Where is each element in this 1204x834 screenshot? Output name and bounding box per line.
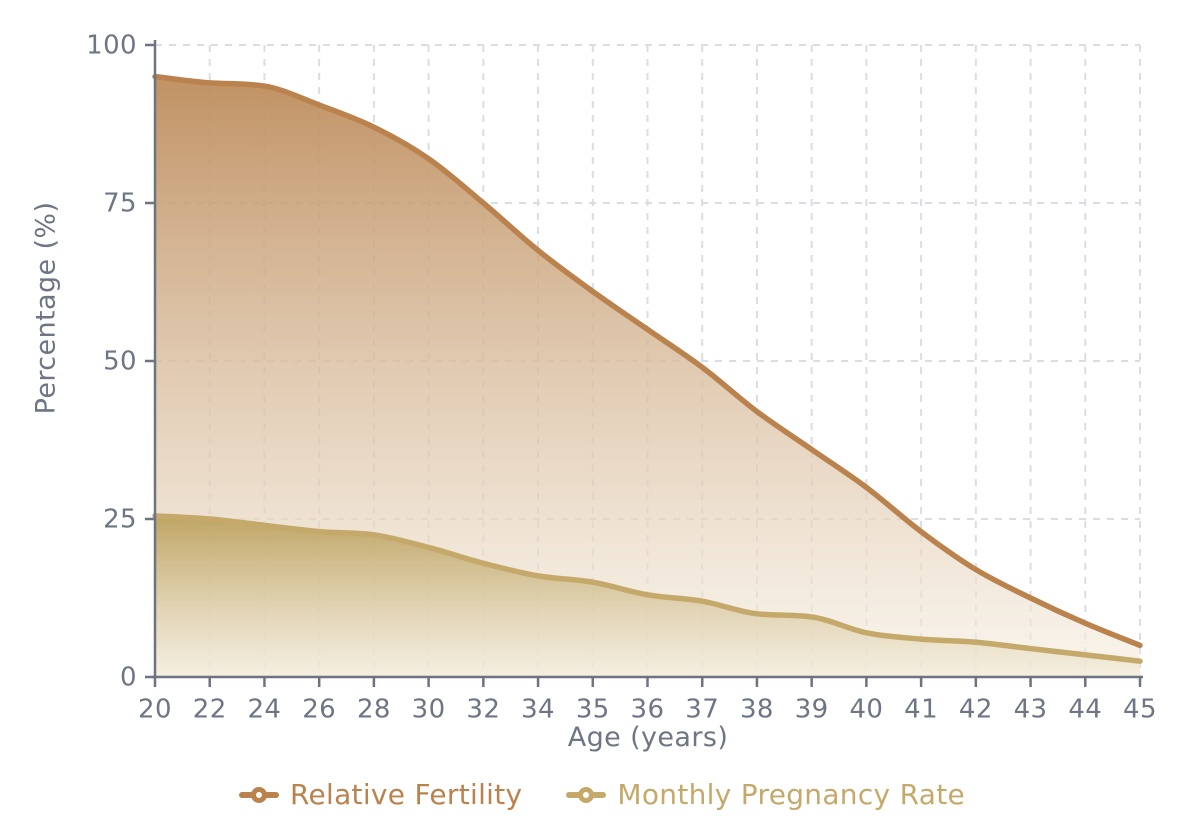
line-relative-fertility [152,73,1143,649]
legend-item-monthly-pregnancy-rate[interactable]: Monthly Pregnancy Rate [566,778,965,811]
x-tick-label: 22 [193,695,227,725]
x-tick-label: 32 [466,695,500,725]
x-tick-label: 28 [357,695,391,725]
x-tick-label: 41 [904,695,938,725]
x-tick-label: 36 [631,695,665,725]
x-tick-label: 26 [302,695,336,725]
legend-label: Relative Fertility [289,778,523,811]
y-tick-label: 25 [103,505,137,535]
area-relative-fertility [155,76,1140,678]
y-axis-title: Percentage (%) [30,201,62,415]
x-tick-label: 24 [247,695,281,725]
x-tick-label: 30 [412,695,446,725]
x-tick-label: 44 [1068,695,1102,725]
x-tick-label: 38 [740,695,774,725]
legend-item-relative-fertility[interactable]: Relative Fertility [238,778,523,811]
open-circle-icon [578,786,595,803]
y-tick-label: 50 [103,347,137,377]
x-axis-title: Age (years) [567,722,729,753]
line-dot-marker-icon [566,786,607,803]
x-tick-label: 42 [959,695,993,725]
x-tick-label: 34 [521,695,555,725]
y-tick-label: 100 [86,31,137,61]
open-circle-icon [250,786,267,803]
y-tick-label: 0 [120,663,137,693]
x-tick-label: 40 [849,695,883,725]
y-tick-label: 75 [103,189,137,219]
x-tick-label: 45 [1123,695,1157,725]
x-tick-label: 35 [576,695,610,725]
x-tick-label: 39 [795,695,829,725]
x-tick-label: 20 [138,695,172,725]
x-tick-label: 43 [1014,695,1048,725]
fertility-area-chart: 0 25 50 75 100 20 22 24 26 28 30 32 34 35 36 37 38 39 40 41… [86,31,1157,725]
line-dot-marker-icon [238,786,279,803]
legend-label: Monthly Pregnancy Rate [617,778,966,811]
line-monthly-pregnancy-rate [152,513,1143,664]
chart-legend: Relative Fertility Monthly Pregnancy Rat… [0,778,1204,811]
x-tick-label: 37 [685,695,719,725]
